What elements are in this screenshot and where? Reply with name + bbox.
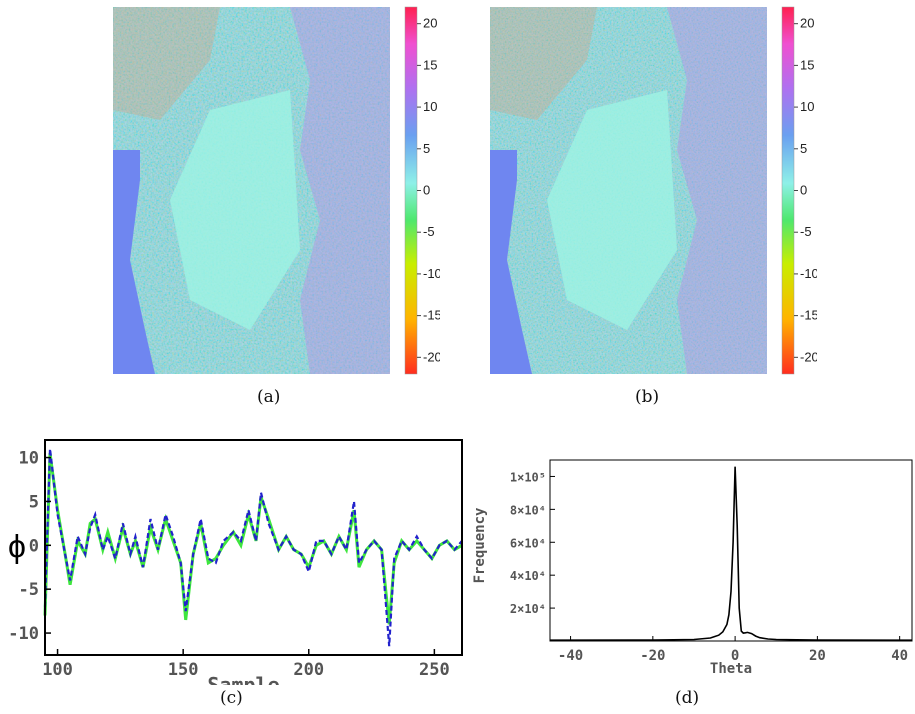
panel-d: -40 -20 0 20 40 2×10⁴ 4×10⁴ 6×10⁴ 8×10⁴ 1×10⁵ Thet…: [470, 455, 915, 685]
caption-c: (c): [220, 688, 243, 708]
x-tick-label: 40: [891, 648, 908, 664]
y-axis-label: Frequency: [472, 507, 488, 583]
colorbar-tick-label: 20: [423, 16, 437, 31]
y-tick-label: 5: [29, 492, 39, 512]
x-tick-label: -20: [640, 648, 665, 664]
panel-a: 20 15 10 5 0 -5 -10 -15 -20: [100, 0, 442, 380]
plot-frame-c: [44, 439, 463, 656]
y-tick-label: 1×10⁵: [510, 470, 546, 484]
colorbar-b: [781, 6, 795, 375]
x-tick-label: 20: [809, 648, 826, 664]
x-tick-label: 250: [419, 660, 450, 680]
x-tick-label: 150: [168, 660, 199, 680]
colorbar-tick-label: -15: [800, 308, 817, 323]
caption-a: (a): [257, 387, 281, 407]
panel-c: 100 150 200 250 10 5 0 -5 -10 Sample ϕ: [0, 425, 470, 697]
x-axis-label: Sample: [207, 673, 279, 685]
caption-d: (d): [675, 688, 700, 708]
series-line-theta: [549, 466, 913, 641]
colorbar-a: [404, 6, 418, 375]
colorbar-tick-label: 10: [423, 99, 437, 114]
y-tick-label: 0: [29, 536, 39, 556]
colorbar-ticks-b: 20 15 10 5 0 -5 -10 -15 -20: [794, 16, 819, 364]
colorbar-tick-label: -20: [423, 349, 440, 364]
panel-a-svg: 20 15 10 5 0 -5 -10 -15 -20: [113, 6, 442, 375]
colorbar-tick-label: 10: [800, 99, 814, 114]
plot-frame-d: [549, 459, 913, 642]
x-tick-label: 100: [42, 660, 73, 680]
y-axis-label: ϕ: [8, 529, 26, 565]
y-tick-label: 4×10⁴: [510, 569, 546, 583]
series-line-2: [43, 448, 463, 647]
map-image-b: [490, 7, 767, 374]
chart-c: 100 150 200 250 10 5 0 -5 -10 Sample ϕ: [8, 439, 463, 697]
colorbar-ticks-a: 20 15 10 5 0 -5 -10 -15 -20: [417, 16, 442, 364]
colorbar-tick-label: 20: [800, 16, 814, 31]
y-tick-label: 8×10⁴: [510, 503, 546, 517]
caption-b: (b): [635, 387, 660, 407]
colorbar-tick-label: -5: [800, 224, 812, 239]
x-tick-label: 0: [731, 648, 739, 664]
colorbar-tick-label: 15: [800, 57, 814, 72]
colorbar-tick-label: -10: [423, 266, 440, 281]
y-tick-label: 2×10⁴: [510, 602, 546, 616]
panel-b: 20 15 10 5 0 -5 -10 -15 -20: [477, 0, 819, 380]
colorbar-tick-label: 5: [800, 141, 807, 156]
x-tick-label: 200: [293, 660, 324, 680]
y-tick-label: -10: [8, 624, 39, 644]
x-axis-label: Theta: [710, 661, 752, 677]
panel-b-svg: 20 15 10 5 0 -5 -10 -15 -20: [490, 6, 819, 375]
chart-d: -40 -20 0 20 40 2×10⁴ 4×10⁴ 6×10⁴ 8×10⁴ 1×10⁵ Thet…: [472, 459, 913, 677]
map-image-a: [113, 7, 390, 374]
colorbar-tick-label: -20: [800, 349, 817, 364]
colorbar-tick-label: 0: [423, 183, 430, 198]
colorbar-tick-label: -5: [423, 224, 435, 239]
y-tick-label: 10: [19, 449, 39, 469]
colorbar-tick-label: -15: [423, 308, 440, 323]
y-tick-label: 6×10⁴: [510, 536, 546, 550]
y-tick-label: -5: [19, 580, 39, 600]
colorbar-tick-label: 15: [423, 57, 437, 72]
x-tick-label: -40: [558, 648, 583, 664]
colorbar-tick-label: 5: [423, 141, 430, 156]
colorbar-tick-label: -10: [800, 266, 817, 281]
colorbar-tick-label: 0: [800, 183, 807, 198]
